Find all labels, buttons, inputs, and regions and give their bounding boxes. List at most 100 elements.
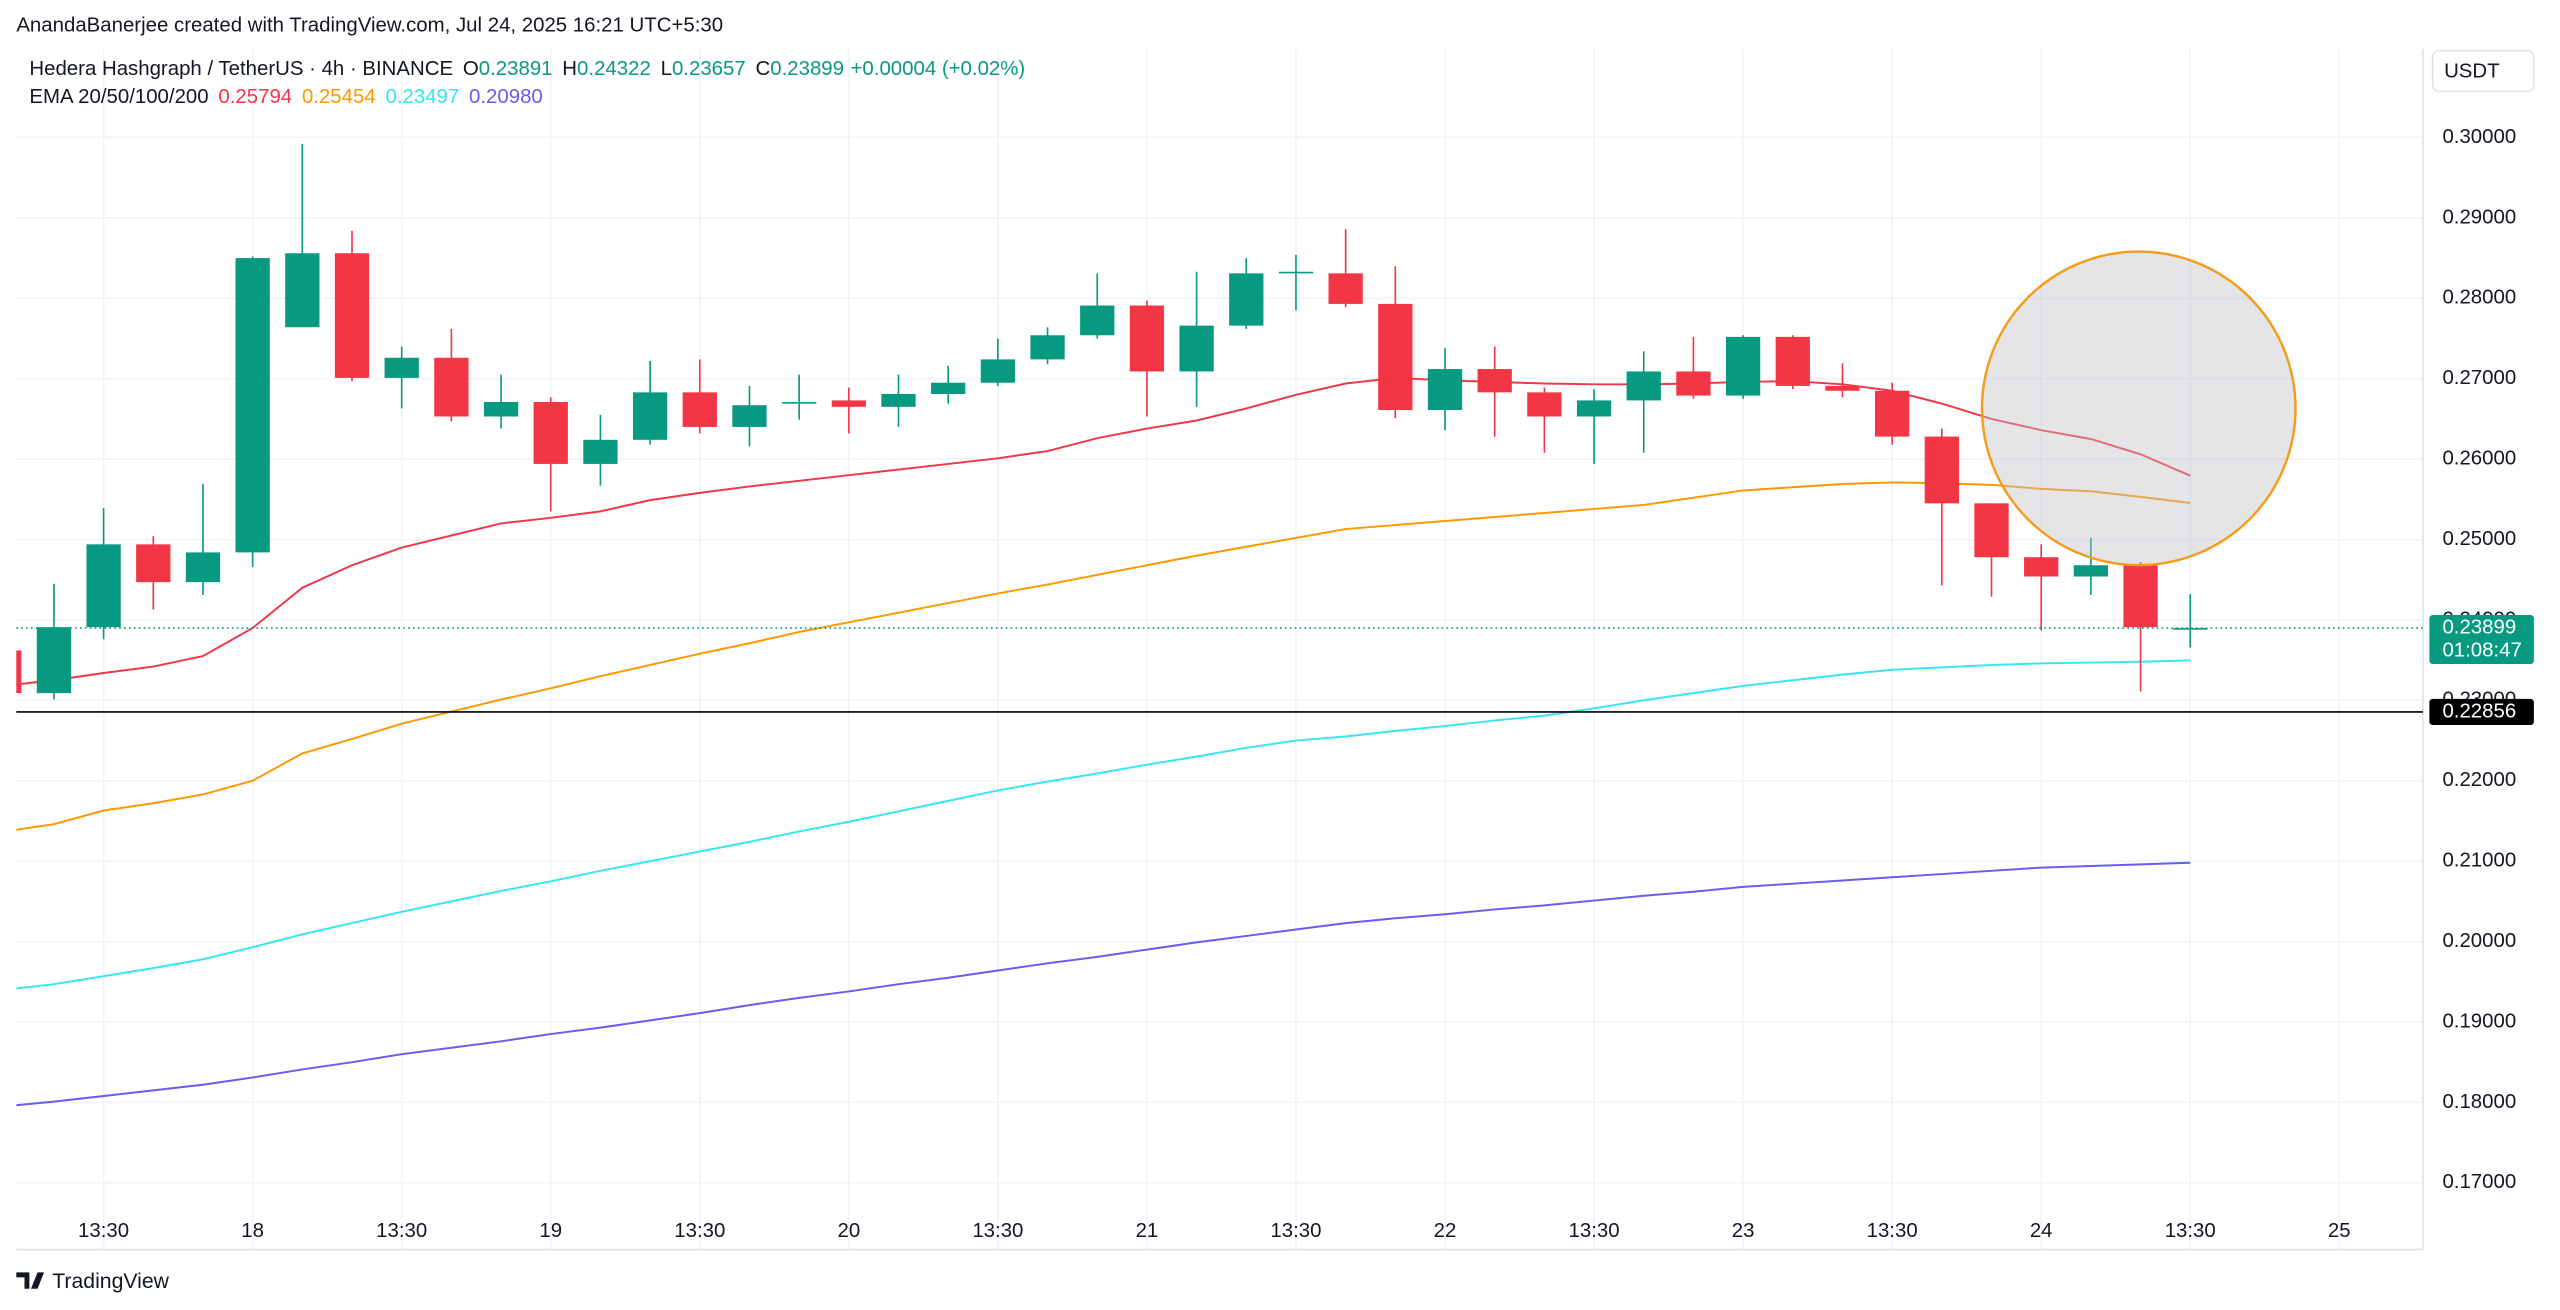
ema-line xyxy=(16,481,2191,831)
overlay xyxy=(1980,250,2297,567)
candle-body xyxy=(980,359,1016,383)
ohlc-label: L xyxy=(661,59,672,81)
currency-box xyxy=(2431,49,2535,93)
price-tag xyxy=(2429,614,2534,664)
indicator-name: EMA 20/50/100/200 xyxy=(29,86,208,108)
currency: USDT xyxy=(2444,60,2500,82)
candle-body xyxy=(583,439,618,464)
legend-row: Hedera Hashgraph / TetherUS · 4h · BINAN… xyxy=(29,59,1025,81)
candle-body xyxy=(1725,336,1761,396)
ohlc-label: C xyxy=(756,59,771,81)
candle-body xyxy=(632,392,668,440)
candle-body xyxy=(1229,273,1264,326)
candle-body xyxy=(1825,385,1860,391)
candle-body xyxy=(1924,436,1959,504)
x-tick-label: 20 xyxy=(837,1220,860,1242)
candle-body xyxy=(1328,273,1363,304)
indicator-value: 0.20980 xyxy=(469,86,543,108)
symbol-title: Hedera Hashgraph / TetherUS · 4h · BINAN… xyxy=(29,59,453,81)
candle-body xyxy=(1775,336,1810,386)
candle-body xyxy=(1527,392,1562,417)
candle-body xyxy=(1129,305,1165,372)
candle-body xyxy=(881,393,916,407)
candle-body xyxy=(2073,565,2109,577)
candle-body xyxy=(1179,325,1214,372)
ohlc-value: 0.24322 xyxy=(577,59,651,81)
y-tick-label: 0.25000 xyxy=(2442,528,2516,550)
x-tick-label: 21 xyxy=(1136,1220,1159,1242)
candle-body xyxy=(831,400,866,407)
x-tick-label: 24 xyxy=(2030,1220,2053,1242)
x-tick-label: 13:30 xyxy=(376,1220,427,1242)
candle-body xyxy=(533,402,568,464)
x-tick-label: 13:30 xyxy=(1569,1220,1620,1242)
grid xyxy=(16,49,2423,1250)
y-tick-label: 0.26000 xyxy=(2442,447,2516,469)
candle-body xyxy=(2123,565,2158,628)
x-tick-label: 13:30 xyxy=(2165,1220,2216,1242)
candle-body xyxy=(434,357,469,417)
x-tick-label: 13:30 xyxy=(1867,1220,1918,1242)
candle-body xyxy=(1676,371,1711,396)
x-tick-label: 13:30 xyxy=(972,1220,1023,1242)
price-tag-label: 0.23899 xyxy=(2442,616,2516,638)
candle-body xyxy=(1477,369,1512,393)
candle-body xyxy=(86,544,121,628)
ohlc-label: O xyxy=(463,59,479,81)
candle-body xyxy=(136,544,171,583)
ema-line xyxy=(16,861,2191,1107)
candle-body xyxy=(36,627,72,694)
candle-body xyxy=(1427,369,1463,411)
candle-body xyxy=(285,253,320,328)
y-tick-label: 0.27000 xyxy=(2442,367,2516,389)
y-tick-label: 0.28000 xyxy=(2442,287,2516,309)
ohlc-value: 0.23899 xyxy=(770,59,844,81)
candle-body xyxy=(682,392,717,427)
indicator-row: EMA 20/50/100/200 0.25794 0.25454 0.23497 0.… xyxy=(29,86,542,108)
indicator-value: 0.25454 xyxy=(302,86,376,108)
y-tick-label: 0.19000 xyxy=(2442,1010,2516,1032)
x-tick-label: 13:30 xyxy=(1270,1220,1321,1242)
indicator-value: 0.25794 xyxy=(218,86,292,108)
y-tick-label: 0.18000 xyxy=(2442,1091,2516,1113)
price-countdown: 01:08:47 xyxy=(2442,639,2521,661)
x-tick-label: 13:30 xyxy=(78,1220,129,1242)
candle-body xyxy=(384,357,419,378)
candle-body xyxy=(1378,303,1413,411)
candle-body xyxy=(782,402,817,404)
candle-body xyxy=(1080,305,1115,336)
candle-body xyxy=(2024,557,2059,577)
x-tick-label: 19 xyxy=(539,1220,562,1242)
y-tick-label: 0.22000 xyxy=(2442,769,2516,791)
candle-body xyxy=(732,405,767,427)
candle-body xyxy=(1875,390,1910,437)
change-value: +0.00004 (+0.02%) xyxy=(851,59,1026,81)
highlight-circle xyxy=(1980,250,2297,567)
x-tick-label: 23 xyxy=(1732,1220,1755,1242)
ohlc-label: H xyxy=(562,59,577,81)
y-tick-label: 0.21000 xyxy=(2442,850,2516,872)
y-tick-label: 0.30000 xyxy=(2442,126,2516,148)
x-tick-label: 18 xyxy=(241,1220,264,1242)
candle-body xyxy=(931,382,966,394)
candle-body xyxy=(483,402,519,417)
attribution: AnandaBanerjee created with TradingView.… xyxy=(16,15,723,37)
candle-body xyxy=(334,253,370,378)
x-tick-label: 25 xyxy=(2328,1220,2351,1242)
candle-body xyxy=(1030,335,1065,360)
indicator-value: 0.23497 xyxy=(385,86,459,108)
candle-body xyxy=(1974,503,2009,558)
x-tick-label: 22 xyxy=(1434,1220,1457,1242)
candle-body xyxy=(185,552,221,583)
axes: 0.17000 0.18000 0.19000 0.20000 0.21000 0.220… xyxy=(78,126,2516,1242)
y-tick-label: 0.29000 xyxy=(2442,206,2516,228)
plot-area xyxy=(16,143,2208,1107)
candle-body xyxy=(2173,628,2208,630)
candle-body xyxy=(1278,271,1314,274)
logo-icon xyxy=(16,1272,45,1289)
x-tick-label: 13:30 xyxy=(674,1220,725,1242)
y-tick-label: 0.17000 xyxy=(2442,1171,2516,1193)
